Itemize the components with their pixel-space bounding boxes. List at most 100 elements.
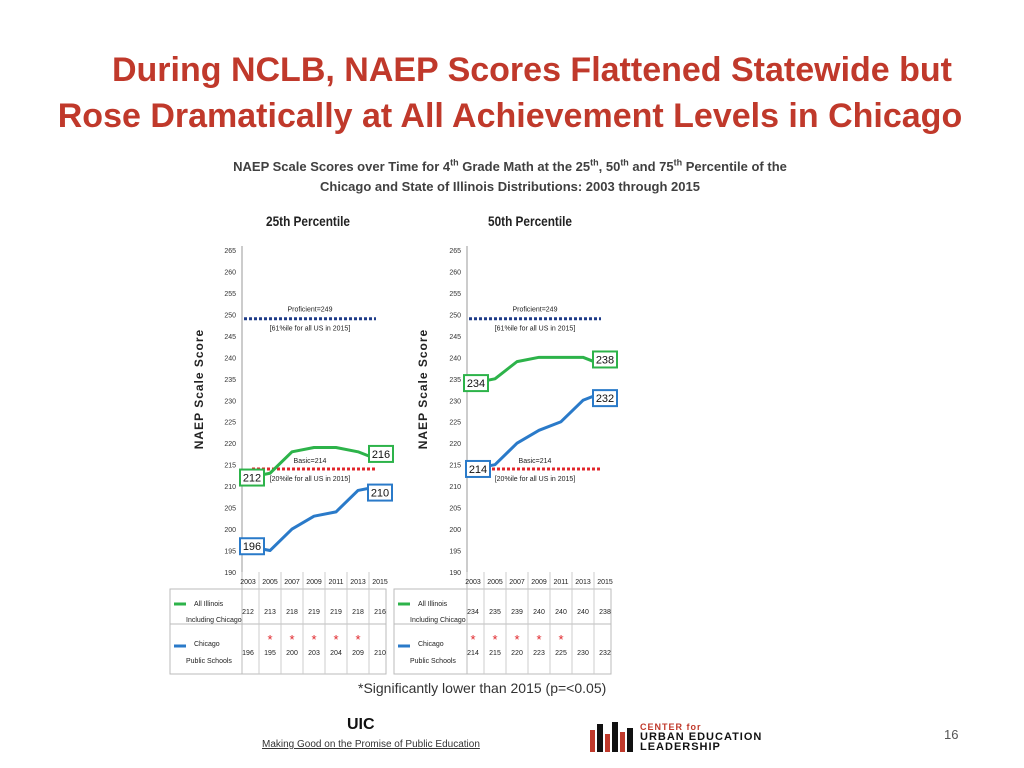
p1-proficient-label: Proficient=249 (288, 307, 333, 314)
chart-subtitle-line1: NAEP Scale Scores over Time for 4th Grad… (233, 157, 787, 174)
p1-table-chicago-2005: 195 (264, 650, 276, 657)
p1-callout-chicago-end: 210 (371, 488, 389, 500)
p2-table-chicago-2013: 230 (577, 650, 589, 657)
p1-line-chicago (247, 484, 381, 553)
p1-table-illinois-2011: 219 (330, 609, 342, 616)
p1-proficient-note: [61%ile for all US in 2015] (270, 326, 351, 333)
p2-y-tick-200: 200 (449, 527, 461, 534)
p1-y-tick-260: 260 (224, 269, 236, 276)
p1-y-tick-215: 215 (224, 463, 236, 470)
p2-callout-illinois-start-box (463, 374, 489, 393)
p2-table-illinois-2011: 240 (555, 609, 567, 616)
p2-y-tick-190: 190 (449, 570, 461, 577)
p1-y-tick-230: 230 (224, 398, 236, 405)
p2-callout-chicago-start: 214 (469, 464, 487, 476)
p2-line-illinois (472, 355, 606, 385)
p2-y-tick-235: 235 (449, 377, 461, 384)
p2-star-2007: * (514, 632, 519, 647)
p2-y-tick-220: 220 (449, 441, 461, 448)
p1-x-label-2009: 2009 (306, 579, 322, 586)
p1-table-illinois-2005: 213 (264, 609, 276, 616)
p2-callout-chicago-end-box (592, 389, 618, 408)
p2-table-chicago-2003: 214 (467, 650, 479, 657)
p1-x-label-2013: 2013 (350, 579, 366, 586)
p1-y-tick-265: 265 (224, 248, 236, 255)
p1-table-chicago-2009: 203 (308, 650, 320, 657)
p2-basic-label: Basic=214 (519, 458, 552, 465)
p1-callout-illinois-start-box (239, 468, 265, 487)
p2-y-tick-250: 250 (449, 312, 461, 319)
p2-star-2011: * (558, 632, 563, 647)
logo-line-mid: URBAN EDUCATION (640, 731, 763, 743)
p1-callout-chicago-start: 196 (243, 541, 261, 553)
p2-star-2003: * (470, 632, 475, 647)
p1-star-2005: * (267, 632, 272, 647)
p2-line-chicago (472, 390, 606, 471)
p2-y-tick-225: 225 (449, 420, 461, 427)
p1-basic-label: Basic=214 (294, 458, 327, 465)
p1-basic-note: [20%ile for all US in 2015] (270, 476, 351, 483)
p1-legend-chicago-line2: Public Schools (186, 658, 232, 665)
p1-y-tick-255: 255 (224, 291, 236, 298)
p1-y-axis-label: NAEP Scale Score (192, 329, 206, 450)
p1-table-frame (169, 588, 387, 675)
p2-x-label-2007: 2007 (509, 579, 525, 586)
p1-table-chicago-2011: 204 (330, 650, 342, 657)
p1-table-illinois-2003: 212 (242, 609, 254, 616)
skyline-icon (590, 722, 633, 752)
p2-table-illinois-2007: 239 (511, 609, 523, 616)
cuel-logo: CENTER for URBAN EDUCATION LEADERSHIP (588, 720, 828, 754)
p1-table-chicago-2013: 209 (352, 650, 364, 657)
p2-callout-illinois-start: 234 (467, 378, 485, 390)
p2-y-tick-205: 205 (449, 506, 461, 513)
p1-y-tick-200: 200 (224, 527, 236, 534)
p2-callout-illinois-end-box (592, 350, 618, 369)
p2-callout-chicago-start-box (465, 459, 491, 478)
p2-x-label-2003: 2003 (465, 579, 481, 586)
p2-basic-note: [20%ile for all US in 2015] (495, 476, 576, 483)
p2-table-chicago-2007: 220 (511, 650, 523, 657)
p1-y-tick-195: 195 (224, 549, 236, 556)
logo-line-top: CENTER for (640, 722, 702, 732)
p1-star-2011: * (333, 632, 338, 647)
p2-x-label-2011: 2011 (553, 579, 568, 586)
slide-title-line2: Rose Dramatically at All Achievement Lev… (57, 97, 963, 135)
p1-legend-illinois-line2: Including Chicago (186, 617, 242, 624)
p2-proficient-label: Proficient=249 (513, 307, 558, 314)
p1-y-tick-190: 190 (224, 570, 236, 577)
p2-table-illinois-2009: 240 (533, 609, 545, 616)
p1-y-tick-225: 225 (224, 420, 236, 427)
p2-x-label-2013: 2013 (575, 579, 591, 586)
footnote: *Significantly lower than 2015 (p=<0.05) (358, 680, 606, 696)
p2-y-tick-230: 230 (449, 398, 461, 405)
p2-table-illinois-2003: 234 (467, 609, 479, 616)
p1-table-illinois-2013: 218 (352, 609, 364, 616)
p2-y-tick-245: 245 (449, 334, 461, 341)
p1-callout-illinois-start: 212 (243, 473, 261, 485)
p2-title: 50th Percentile (488, 213, 572, 229)
p1-y-tick-235: 235 (224, 377, 236, 384)
p1-callout-chicago-end-box (367, 483, 393, 502)
p1-table-illinois-2015: 216 (374, 609, 386, 616)
p2-x-label-2005: 2005 (487, 579, 503, 586)
p1-callout-chicago-start-box (239, 537, 265, 556)
p2-table-frame (393, 588, 612, 675)
p2-star-2005: * (492, 632, 497, 647)
p1-callout-illinois-end-box (368, 444, 394, 463)
p1-x-label-2011: 2011 (328, 579, 343, 586)
p1-y-tick-220: 220 (224, 441, 236, 448)
p2-star-2009: * (536, 632, 541, 647)
p2-y-tick-210: 210 (449, 484, 461, 491)
p1-table-chicago-2007: 200 (286, 650, 298, 657)
p1-table-chicago-2003: 196 (242, 650, 254, 657)
p2-y-axis-label: NAEP Scale Score (416, 329, 430, 450)
p2-legend-chicago-line1: Chicago (418, 641, 444, 648)
uic-logo-text: UIC (347, 716, 375, 733)
p1-table-illinois-2009: 219 (308, 609, 320, 616)
p1-table-chicago-2015: 210 (374, 650, 386, 657)
p2-table-chicago-2015: 232 (599, 650, 611, 657)
p1-y-tick-210: 210 (224, 484, 236, 491)
p1-callout-illinois-end: 216 (372, 449, 390, 461)
p2-callout-chicago-end: 232 (596, 393, 614, 405)
